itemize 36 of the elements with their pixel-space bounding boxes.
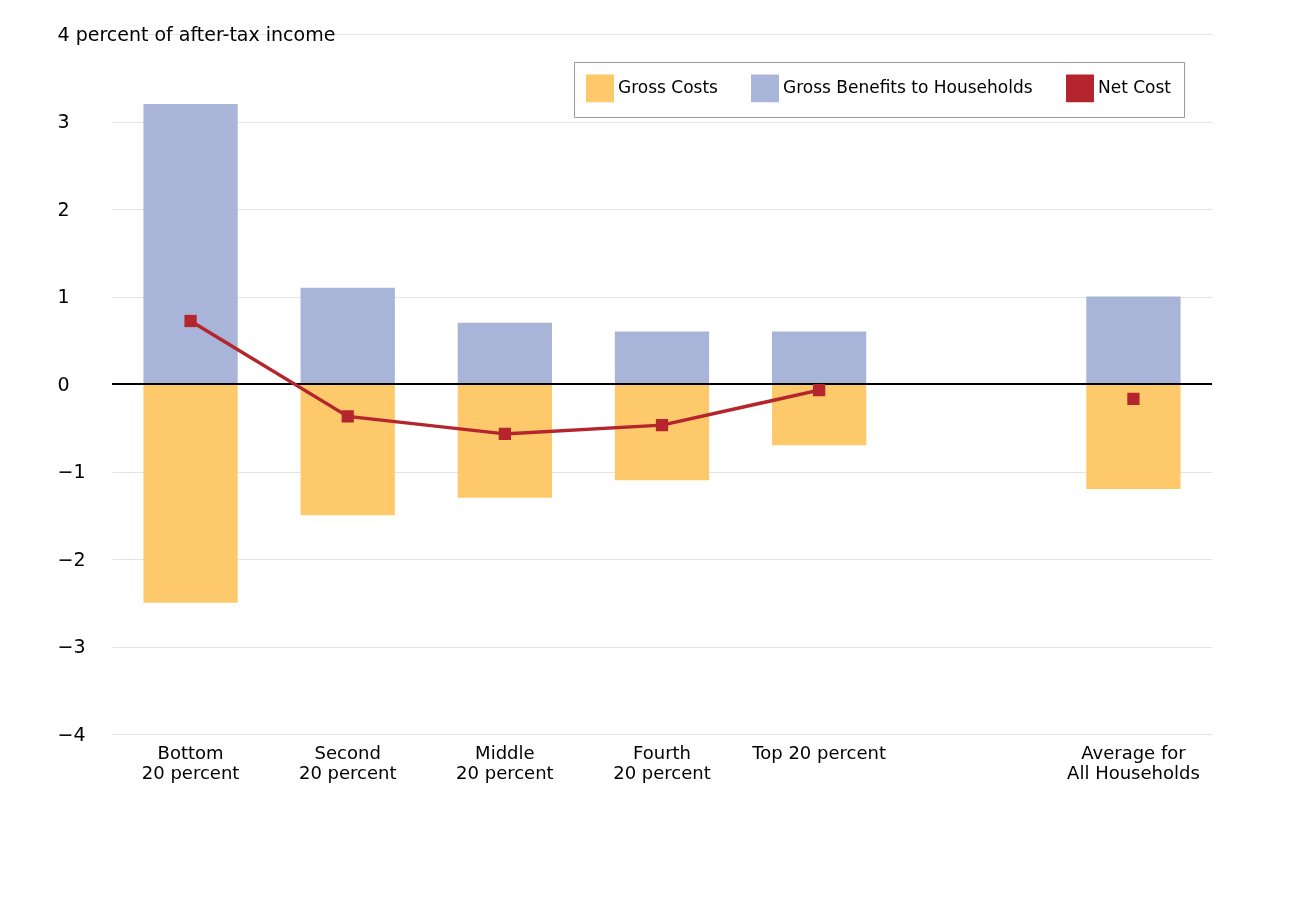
bar bbox=[457, 322, 552, 384]
legend-label: Gross Costs bbox=[618, 77, 719, 98]
bar bbox=[772, 331, 867, 384]
point bbox=[655, 419, 669, 432]
bar bbox=[300, 384, 395, 516]
legend-label: Gross Benefits to Households bbox=[783, 77, 1033, 98]
point bbox=[1127, 392, 1140, 405]
y-tick-label: −3 bbox=[57, 635, 86, 657]
bar bbox=[1086, 384, 1181, 489]
y-tick-label: 2 bbox=[57, 197, 70, 220]
bar bbox=[614, 331, 710, 384]
bar bbox=[772, 384, 867, 446]
y-tick-label: −1 bbox=[57, 460, 86, 482]
bar bbox=[457, 384, 552, 498]
x-tick-label: Second 20 percent bbox=[298, 741, 397, 783]
x-tick-label: Bottom 20 percent bbox=[141, 741, 240, 783]
y-tick-label: −4 bbox=[57, 722, 86, 745]
x-tick-label: Middle 20 percent bbox=[456, 741, 554, 783]
y-tick-label: 0 bbox=[57, 372, 70, 395]
bar bbox=[143, 384, 238, 603]
y-tick-label: −2 bbox=[57, 547, 86, 570]
point bbox=[813, 384, 826, 397]
point bbox=[498, 427, 511, 440]
legend-label: Net Cost bbox=[1098, 77, 1172, 98]
y-tick-label: 3 bbox=[57, 110, 70, 132]
x-tick-label: Average for All Households bbox=[1067, 741, 1200, 783]
x-tick-label: Top 20 percent bbox=[751, 741, 886, 763]
point bbox=[184, 314, 197, 328]
y-tick-label: 4 percent of after-tax income bbox=[57, 22, 336, 45]
bar bbox=[614, 384, 710, 481]
y-tick-label: 1 bbox=[57, 285, 70, 307]
bar bbox=[1086, 296, 1181, 384]
bar bbox=[143, 104, 238, 384]
x-tick-label: Fourth 20 percent bbox=[613, 741, 711, 783]
bar bbox=[300, 287, 395, 384]
point bbox=[341, 410, 354, 423]
